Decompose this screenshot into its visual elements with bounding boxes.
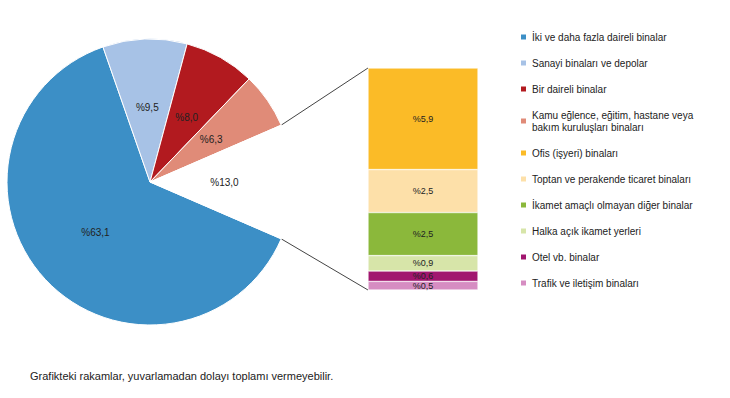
svg-text:Bir daireli binalar: Bir daireli binalar — [532, 84, 607, 95]
svg-text:Grafikteki rakamlar, yuvarlama: Grafikteki rakamlar, yuvarlamadan dolayı… — [30, 370, 333, 382]
svg-text:%6,3: %6,3 — [200, 134, 223, 145]
svg-text:%9,5: %9,5 — [136, 102, 159, 113]
svg-text:%2,5: %2,5 — [413, 186, 434, 196]
svg-text:Halka açık ikamet yerleri: Halka açık ikamet yerleri — [532, 226, 641, 237]
svg-text:Ofis (işyeri) binaları: Ofis (işyeri) binaları — [532, 148, 618, 159]
svg-text:%63,1: %63,1 — [81, 227, 110, 238]
svg-text:Toptan ve perakende ticaret bi: Toptan ve perakende ticaret binaları — [532, 174, 691, 185]
svg-text:Sanayi binaları ve depolar: Sanayi binaları ve depolar — [532, 58, 648, 69]
svg-text:İki ve daha fazla daireli bina: İki ve daha fazla daireli binalar — [532, 31, 667, 43]
svg-text:%2,5: %2,5 — [413, 229, 434, 239]
svg-text:%0,5: %0,5 — [413, 281, 434, 291]
svg-text:%13,0: %13,0 — [210, 177, 239, 188]
svg-text:Trafik ve iletişim binaları: Trafik ve iletişim binaları — [532, 278, 639, 289]
svg-text:bakım kuruluşları binaları: bakım kuruluşları binaları — [532, 122, 644, 133]
svg-text:Otel vb. binalar: Otel vb. binalar — [532, 252, 600, 263]
svg-text:Kamu eğlence, eğitim, hastane: Kamu eğlence, eğitim, hastane veya — [532, 110, 696, 121]
svg-text:%8,0: %8,0 — [175, 112, 198, 123]
svg-text:%0,6: %0,6 — [412, 271, 434, 282]
svg-text:%0,9: %0,9 — [413, 258, 434, 268]
svg-text:%5,9: %5,9 — [413, 114, 434, 124]
svg-text:İkamet amaçlı olmayan diğer bi: İkamet amaçlı olmayan diğer binalar — [532, 199, 693, 211]
